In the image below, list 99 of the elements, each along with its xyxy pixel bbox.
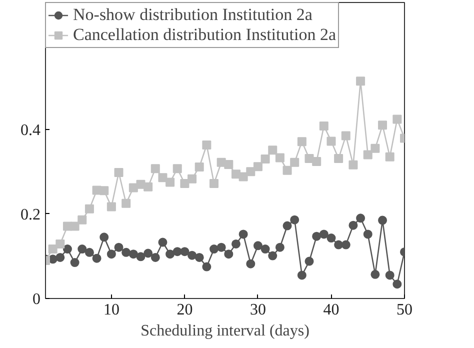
point: [231, 239, 240, 248]
point: [114, 242, 124, 252]
point: [392, 280, 402, 289]
point: [172, 247, 182, 256]
point: [100, 232, 109, 242]
point: [348, 160, 358, 170]
point: [238, 230, 248, 239]
point: [341, 240, 350, 250]
point: [150, 164, 160, 174]
x-tick-label: 50: [396, 302, 412, 318]
point: [100, 186, 109, 196]
point: [150, 252, 160, 262]
point: [92, 254, 102, 263]
point: [224, 160, 234, 169]
y-tick-label: 0: [32, 291, 40, 308]
point: [319, 230, 328, 239]
legend-label: No-show distribution Institution 2a: [73, 5, 312, 25]
y-tick-label: 0.4: [20, 122, 40, 139]
point: [56, 239, 65, 248]
point: [144, 182, 153, 192]
y-tick-label: 0.2: [20, 206, 40, 224]
point: [180, 247, 190, 256]
point: [348, 220, 358, 230]
x-tick-label: 10: [103, 302, 120, 318]
point: [246, 167, 256, 176]
point: [297, 270, 306, 280]
point: [158, 238, 168, 247]
point: [392, 114, 402, 124]
point: [312, 156, 322, 166]
point: [166, 178, 175, 187]
point: [363, 230, 372, 239]
point: [84, 248, 94, 257]
point: [84, 204, 94, 214]
point: [319, 121, 328, 130]
point: [326, 136, 336, 146]
point: [188, 174, 197, 184]
point: [136, 252, 146, 262]
point: [385, 270, 394, 280]
point: [356, 76, 366, 86]
point: [260, 244, 270, 254]
point: [78, 215, 87, 224]
x-tick-label: 40: [323, 302, 340, 318]
point: [78, 244, 87, 254]
point: [122, 248, 131, 257]
point: [275, 153, 284, 162]
point: [290, 158, 300, 167]
point: [297, 137, 306, 146]
point: [370, 144, 380, 153]
point: [363, 150, 372, 160]
point: [188, 250, 197, 260]
point: [378, 120, 388, 130]
point: [253, 162, 262, 172]
point: [275, 242, 284, 252]
point: [122, 198, 131, 208]
point: [202, 262, 212, 272]
point: [268, 146, 278, 155]
point: [194, 252, 204, 262]
point: [246, 259, 256, 268]
point: [290, 215, 300, 224]
point: [334, 154, 344, 164]
point: [56, 252, 65, 262]
point: [210, 244, 219, 254]
point: [114, 168, 124, 177]
point: [70, 222, 80, 231]
x-tick-label: 30: [250, 302, 266, 318]
point: [238, 172, 248, 182]
point: [312, 232, 322, 241]
point: [106, 250, 116, 259]
point: [224, 250, 234, 259]
point: [194, 162, 204, 172]
point: [341, 131, 350, 140]
point: [158, 173, 168, 182]
point: [260, 154, 270, 164]
point: [172, 164, 182, 174]
point: [385, 152, 394, 162]
x-tick-label: 20: [176, 302, 193, 318]
point: [106, 202, 116, 212]
point: [268, 251, 278, 260]
point: [356, 214, 366, 223]
point: [62, 244, 72, 254]
legend-label: Cancellation distribution Institution 2a: [73, 25, 336, 45]
point: [282, 221, 292, 230]
point: [128, 250, 138, 259]
point: [166, 250, 175, 259]
x-axis-title: Scheduling interval (days): [140, 322, 310, 340]
point: [216, 242, 226, 252]
point: [326, 234, 336, 243]
point: [210, 178, 219, 188]
point: [48, 244, 58, 254]
point: [70, 258, 80, 268]
point: [282, 166, 292, 175]
point: [253, 241, 262, 250]
point: [202, 140, 212, 150]
point: [144, 248, 153, 258]
point: [180, 178, 190, 188]
point: [378, 216, 388, 225]
point: [334, 240, 344, 250]
point: [304, 256, 314, 266]
point: [370, 270, 380, 279]
